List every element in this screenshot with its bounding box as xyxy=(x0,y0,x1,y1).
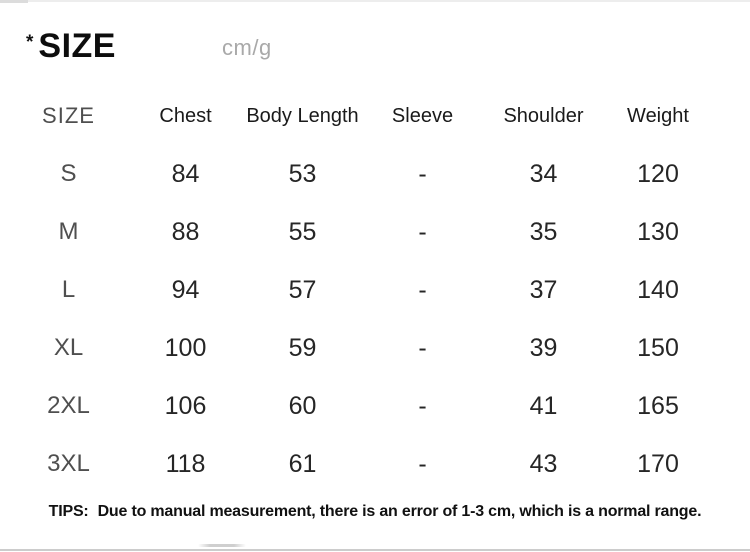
chest-cell: 84 xyxy=(171,159,200,188)
chest-cell: 118 xyxy=(165,449,206,478)
column-header-shoulder: Shoulder xyxy=(503,104,584,127)
table-row: XL 100 59 - 39 150 xyxy=(10,319,750,377)
weight-cell: 170 xyxy=(637,449,679,478)
chest-cell: 100 xyxy=(164,333,207,362)
size-cell: XL xyxy=(53,334,84,361)
size-cell: 3XL xyxy=(47,450,90,477)
column-header-size: SIZE xyxy=(42,103,95,128)
size-table-body: S 84 53 - 34 120 M 88 55 - 35 130 L 94 57 - 37 140 XL 100 59… xyxy=(10,140,750,493)
sleeve-cell: - xyxy=(418,391,427,420)
body-length-cell: 59 xyxy=(288,333,317,362)
sleeve-cell: - xyxy=(418,217,427,246)
asterisk-mark: * xyxy=(26,32,34,53)
unit-label: cm/g xyxy=(222,35,272,60)
table-row: L 94 57 - 37 140 xyxy=(10,261,750,319)
body-length-cell: 60 xyxy=(288,391,317,420)
chest-cell: 106 xyxy=(164,391,207,420)
table-row: 2XL 106 60 - 41 165 xyxy=(10,377,750,435)
size-cell: L xyxy=(61,276,76,303)
sleeve-cell: - xyxy=(418,159,427,188)
tips-label: TIPS: xyxy=(48,503,89,520)
table-row: 3XL 118 61 - 43 170 xyxy=(10,435,750,493)
sleeve-cell: - xyxy=(418,333,427,362)
column-header-body-length: Body Length xyxy=(246,104,359,127)
table-row: M 88 55 - 35 130 xyxy=(10,203,750,261)
chest-cell: 88 xyxy=(171,217,200,246)
shoulder-cell: 35 xyxy=(529,217,558,246)
size-cell: 2XL xyxy=(47,392,90,419)
weight-cell: 165 xyxy=(637,391,679,420)
body-length-cell: 53 xyxy=(288,159,317,188)
column-header-sleeve: Sleeve xyxy=(391,104,454,127)
sleeve-cell: - xyxy=(418,275,427,304)
weight-cell: 130 xyxy=(637,217,679,246)
table-header-row: SIZE Chest Body Length Sleeve Shoulder W… xyxy=(10,92,750,140)
weight-cell: 120 xyxy=(637,159,679,188)
table-row: S 84 53 - 34 120 xyxy=(10,145,750,203)
shoulder-cell: 43 xyxy=(529,449,558,478)
body-length-cell: 55 xyxy=(288,217,317,246)
sleeve-cell: - xyxy=(418,449,427,478)
size-cell: S xyxy=(60,160,77,187)
bottom-dash xyxy=(198,544,246,547)
shoulder-cell: 34 xyxy=(529,159,558,188)
top-hairline xyxy=(0,0,750,2)
size-table: SIZE Chest Body Length Sleeve Shoulder W… xyxy=(0,92,750,493)
shoulder-cell: 41 xyxy=(529,391,558,420)
shoulder-cell: 39 xyxy=(529,333,558,362)
body-length-cell: 57 xyxy=(288,275,317,304)
shoulder-cell: 37 xyxy=(529,275,558,304)
column-header-chest: Chest xyxy=(159,104,212,127)
weight-cell: 140 xyxy=(637,275,679,304)
title-group: * SIZE xyxy=(26,26,116,66)
tips-text: Due to manual measurement, there is an e… xyxy=(97,503,702,520)
body-length-cell: 61 xyxy=(288,449,317,478)
tips-line: TIPS: Due to manual measurement, there is… xyxy=(0,502,750,522)
column-header-weight: Weight xyxy=(627,104,689,127)
bottom-hairline xyxy=(0,549,750,551)
title-row: * SIZE cm/g xyxy=(0,26,750,70)
weight-cell: 150 xyxy=(637,333,679,362)
top-left-dash xyxy=(0,0,28,3)
chest-cell: 94 xyxy=(171,275,200,304)
size-cell: M xyxy=(58,218,79,245)
page-title: SIZE xyxy=(38,27,116,65)
